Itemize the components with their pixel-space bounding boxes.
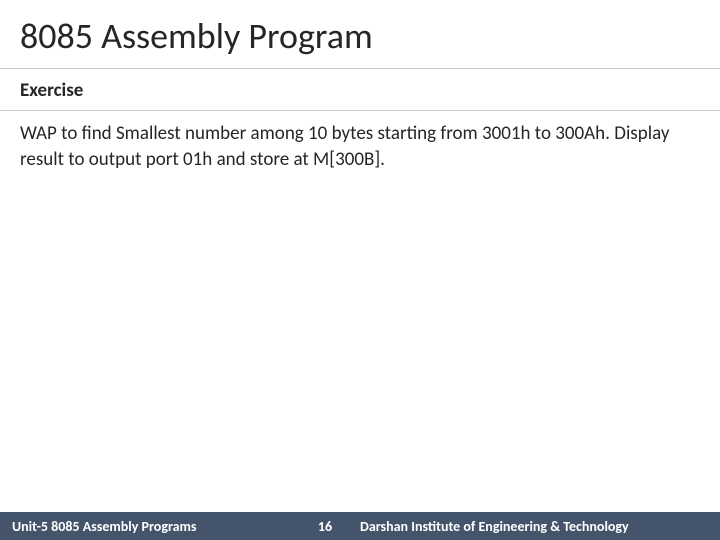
slide-footer: Unit-5 8085 Assembly Programs 16 Darshan… xyxy=(0,512,720,540)
footer-unit-label: Unit-5 8085 Assembly Programs xyxy=(0,518,300,535)
footer-institution: Darshan Institute of Engineering & Techn… xyxy=(350,518,720,535)
section-header: Exercise xyxy=(0,69,720,111)
body-text: WAP to find Smallest number among 10 byt… xyxy=(0,111,720,172)
footer-page-number: 16 xyxy=(300,518,350,535)
slide-title: 8085 Assembly Program xyxy=(0,0,720,69)
